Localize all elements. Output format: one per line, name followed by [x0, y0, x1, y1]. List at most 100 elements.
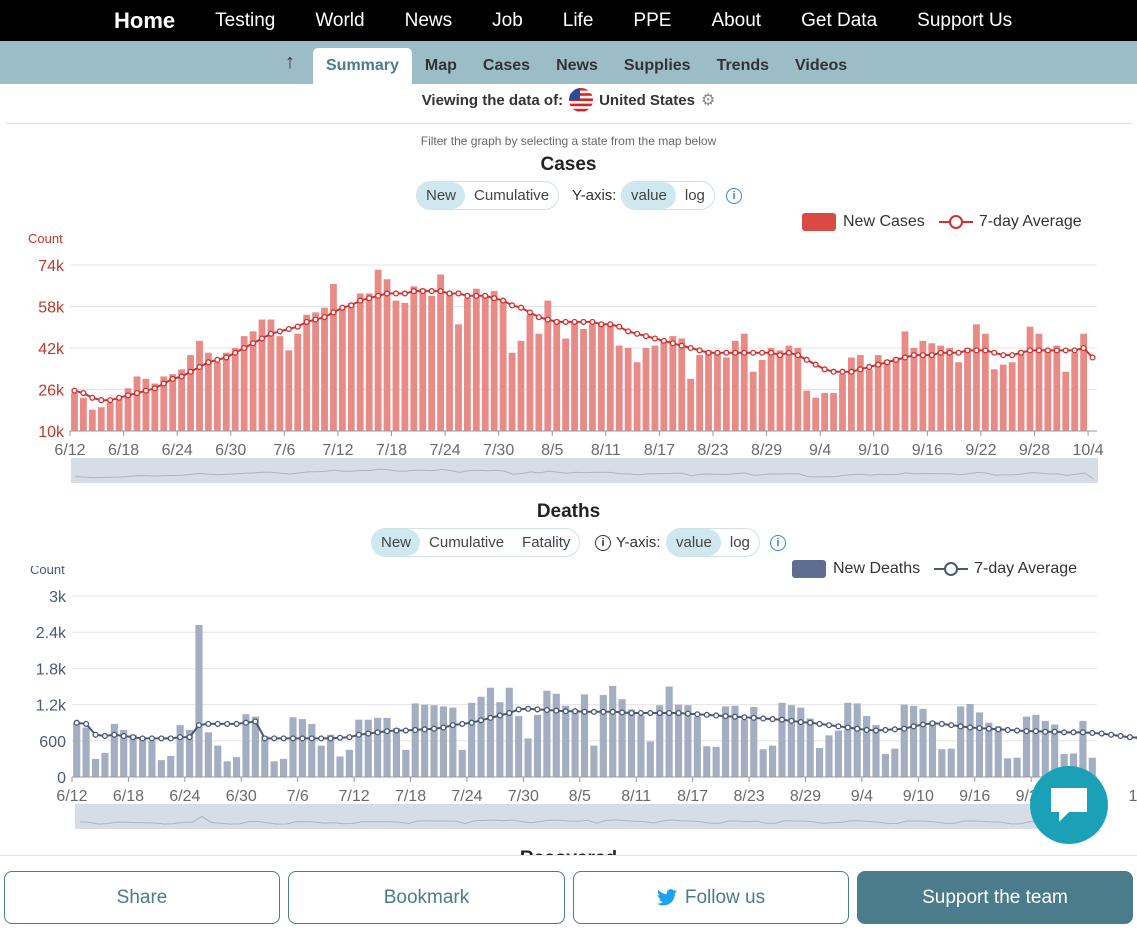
tab-videos[interactable]: Videos — [795, 57, 848, 74]
cases-legend-bar-label[interactable]: New Cases — [843, 213, 925, 230]
bar — [308, 723, 316, 777]
nav-about[interactable]: About — [711, 9, 762, 31]
tab-news[interactable]: News — [556, 57, 598, 74]
bar — [985, 722, 993, 777]
average-point — [669, 340, 676, 347]
bar — [365, 293, 373, 431]
deaths-chart[interactable]: Count 0 600 1.2k 1.8k 2.4k 3k 6/12 6/18 6/24 6/30 7… — [0, 566, 1137, 836]
y-tick-label: 600 — [39, 734, 66, 751]
info-icon[interactable]: i — [726, 188, 742, 204]
bar — [1017, 350, 1025, 431]
average-point — [1089, 354, 1096, 361]
average-point — [223, 354, 230, 361]
country-name[interactable]: United States — [599, 91, 695, 109]
bar — [787, 705, 795, 777]
average-point — [186, 734, 193, 741]
average-point — [139, 735, 146, 742]
average-point — [535, 314, 542, 321]
average-point — [625, 328, 632, 335]
deaths-cumulative-option[interactable]: Cumulative — [429, 534, 505, 551]
nav-get-data[interactable]: Get Data — [801, 9, 878, 31]
tab-supplies[interactable]: Supplies — [623, 57, 691, 74]
arrow-up-icon[interactable]: ↑ — [285, 51, 295, 73]
bar — [458, 749, 466, 777]
cases-cumulative-option[interactable]: Cumulative — [474, 187, 550, 204]
nav-life[interactable]: Life — [562, 9, 594, 31]
tab-trends[interactable]: Trends — [716, 57, 770, 74]
bar — [508, 352, 516, 431]
deaths-log-option[interactable]: log — [729, 534, 750, 551]
cases-value-option[interactable]: value — [622, 182, 676, 209]
nav-home[interactable]: Home — [114, 7, 176, 33]
x-tick-label: 6/18 — [113, 788, 144, 805]
average-point — [1035, 347, 1043, 354]
cases-legend-swatch[interactable] — [802, 213, 836, 231]
average-point — [178, 373, 185, 380]
bar — [240, 336, 248, 431]
cases-new-option[interactable]: New — [417, 182, 466, 209]
deaths-legend-bar-label[interactable]: New Deaths — [833, 560, 921, 577]
info-icon[interactable]: i — [595, 535, 611, 551]
deaths-legend-line-label[interactable]: 7-day Average — [974, 560, 1078, 577]
bar — [411, 703, 419, 777]
average-point — [821, 366, 828, 373]
average-point — [769, 716, 776, 723]
x-tick-label: 7/24 — [430, 442, 461, 459]
tab-summary[interactable]: Summary — [313, 48, 412, 84]
bar — [825, 735, 833, 777]
average-point — [1062, 347, 1069, 354]
average-point — [637, 709, 644, 717]
bar — [1008, 362, 1016, 431]
average-point — [402, 727, 409, 734]
average-point — [1071, 347, 1078, 354]
x-tick-label: 9/4 — [809, 442, 831, 459]
bar — [865, 369, 873, 431]
nav-news[interactable]: News — [404, 9, 453, 31]
follow-us-button[interactable]: Follow us — [573, 871, 849, 924]
nav-world[interactable]: World — [315, 9, 365, 31]
nav-support-us[interactable]: Support Us — [917, 9, 1013, 31]
y-axis-title: Count — [30, 566, 65, 577]
average-point — [158, 735, 165, 742]
cases-chart[interactable]: Count 10k 26k 42k 58k 74k 6/12 6/18 6/24 6/30 7/6 7… — [0, 220, 1137, 500]
chat-button[interactable] — [1030, 766, 1108, 844]
tab-cases[interactable]: Cases — [482, 57, 531, 74]
deaths-fatality-option[interactable]: Fatality — [522, 534, 571, 551]
average-point — [647, 709, 654, 717]
deaths-legend-swatch[interactable] — [792, 560, 826, 578]
average-point — [464, 292, 471, 299]
nav-job[interactable]: Job — [492, 9, 523, 31]
bar — [750, 707, 758, 777]
bar — [214, 745, 222, 777]
share-button[interactable]: Share — [4, 871, 280, 924]
average-point — [224, 720, 231, 727]
y-tick-label: 0 — [57, 770, 66, 787]
bar — [321, 307, 328, 431]
bar — [910, 705, 918, 777]
average-point — [687, 344, 694, 352]
tab-map[interactable]: Map — [424, 57, 457, 74]
average-point — [459, 720, 466, 727]
gear-icon[interactable]: ⚙ — [700, 92, 716, 109]
bar — [312, 312, 319, 431]
average-point — [496, 712, 503, 719]
average-point — [111, 731, 118, 738]
bar — [270, 761, 278, 777]
bar — [223, 761, 231, 777]
deaths-new-option[interactable]: New — [372, 529, 421, 556]
nav-ppe[interactable]: PPE — [633, 9, 672, 31]
average-point — [973, 347, 980, 354]
cases-log-option[interactable]: log — [684, 187, 705, 204]
x-tick-label: 8/11 — [621, 788, 651, 805]
cases-legend-line-label[interactable]: 7-day Average — [978, 213, 1082, 230]
deaths-value-option[interactable]: value — [667, 529, 721, 556]
bookmark-button[interactable]: Bookmark — [288, 871, 565, 924]
bar — [580, 329, 587, 431]
bar — [439, 706, 448, 777]
support-team-button[interactable]: Support the team — [857, 871, 1133, 924]
info-icon[interactable]: i — [770, 535, 786, 551]
y-tick-label: 1.2k — [36, 698, 67, 715]
nav-testing[interactable]: Testing — [215, 9, 276, 31]
average-point — [590, 708, 597, 715]
bar — [637, 715, 645, 777]
